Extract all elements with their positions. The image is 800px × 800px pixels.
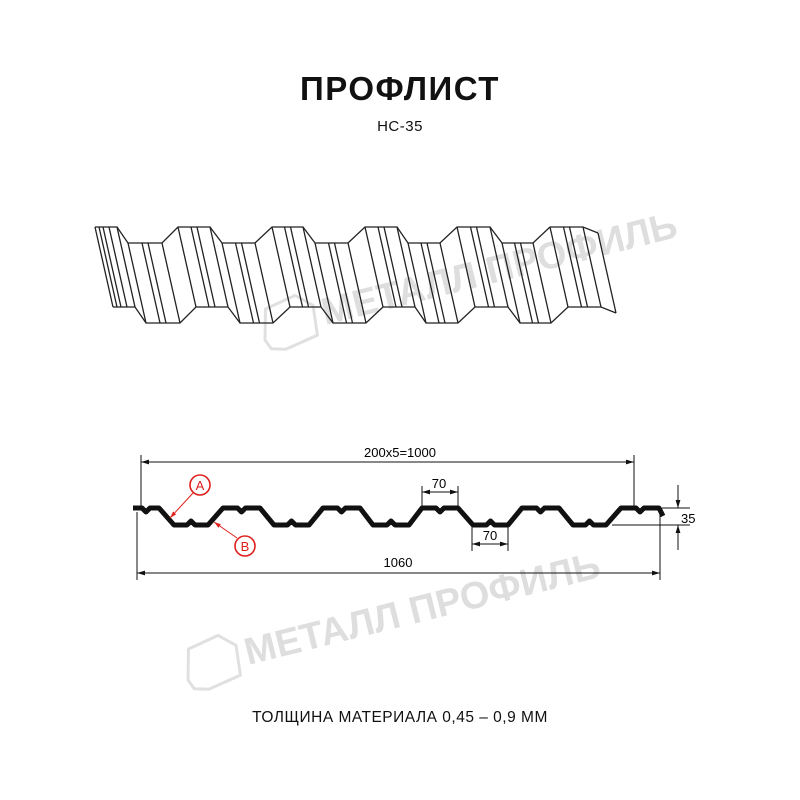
profile-line	[133, 505, 666, 528]
sheet-fold-line	[420, 242, 440, 324]
sheet-fold-line	[489, 226, 509, 308]
crest-width-label: 70	[432, 476, 446, 491]
watermark-logo-icon	[186, 633, 243, 691]
sheet-fold-line	[439, 242, 459, 324]
watermark-logo-icon	[263, 293, 320, 351]
sheet-fold-line	[234, 242, 255, 324]
sheet-3d-view	[94, 226, 617, 324]
sheet-fold-line	[333, 242, 354, 324]
sheet-fold-line	[519, 242, 540, 324]
height-label: 35	[681, 511, 695, 526]
model-label: НС-35	[377, 118, 423, 135]
sheet-fold-line	[141, 242, 161, 324]
watermark-top: МЕТАЛЛ ПРОФИЛЬ	[263, 205, 682, 351]
sheet-fold-line	[254, 242, 274, 324]
sheet-fold-line	[549, 226, 569, 308]
callout-b: B	[213, 521, 256, 557]
sheet-fold-line	[364, 226, 384, 308]
sheet-fold-line	[347, 242, 367, 324]
sheet-fold-line	[190, 226, 210, 308]
sheet-fold-line	[501, 242, 521, 324]
dimension-useful-width	[140, 455, 635, 506]
profile-section	[133, 505, 666, 528]
sheet-fold-line	[314, 242, 334, 324]
sheet-fold-line	[475, 226, 496, 308]
dimension-height	[612, 485, 690, 550]
sheet-top-edge	[95, 226, 599, 244]
sheet-fold-line	[513, 242, 534, 324]
sheet-fold-line	[407, 242, 427, 324]
sheet-fold-line	[532, 242, 552, 324]
sheet-fold-line	[469, 226, 490, 308]
sheet-fold-line	[456, 226, 476, 308]
sheet-fold-line	[289, 226, 310, 308]
sheet-fold-line	[377, 226, 397, 308]
sheet-fold-line	[209, 226, 229, 308]
page-title: ПРОФЛИСТ	[300, 70, 500, 107]
dimension-crest-width	[421, 486, 459, 506]
sheet-fold-line	[98, 226, 118, 308]
sheet-fold-line	[240, 242, 261, 324]
sheet-fold-line	[283, 226, 304, 308]
sheet-fold-line	[161, 242, 181, 324]
trough-width-label: 70	[483, 528, 497, 543]
sheet-fold-line	[108, 226, 128, 308]
sheet-fold-line	[127, 242, 147, 324]
sheet-fold-line	[582, 226, 602, 308]
svg-text:B: B	[241, 539, 250, 554]
sheet-fold-line	[221, 242, 241, 324]
thickness-note: ТОЛЩИНА МАТЕРИАЛА 0,45 – 0,9 ММ	[252, 709, 548, 726]
sheet-fold-line	[562, 226, 583, 308]
dimension-total-width	[136, 512, 661, 580]
svg-text:A: A	[196, 478, 205, 493]
total-width-label: 1060	[384, 555, 413, 570]
sheet-fold-line	[177, 226, 197, 308]
sheet-fold-line	[102, 226, 122, 308]
sheet-fold-line	[396, 226, 416, 308]
sheet-fold-line	[327, 242, 348, 324]
sheet-fold-line	[597, 232, 617, 314]
sheet-fold-line	[147, 242, 167, 324]
sheet-fold-line	[426, 242, 446, 324]
sheet-fold-line	[94, 226, 114, 308]
watermark-text: МЕТАЛЛ ПРОФИЛЬ	[240, 545, 604, 674]
dimension-trough-width	[471, 527, 509, 551]
sheet-fold-line	[271, 226, 291, 308]
sheet-fold-line	[568, 226, 589, 308]
sheet-fold-line	[383, 226, 403, 308]
callout-a: A	[169, 474, 211, 519]
useful-width-label: 200x5=1000	[364, 445, 436, 460]
sheet-fold-line	[302, 226, 322, 308]
sheet-fold-line	[116, 226, 136, 308]
sheet-fold-line	[196, 226, 216, 308]
